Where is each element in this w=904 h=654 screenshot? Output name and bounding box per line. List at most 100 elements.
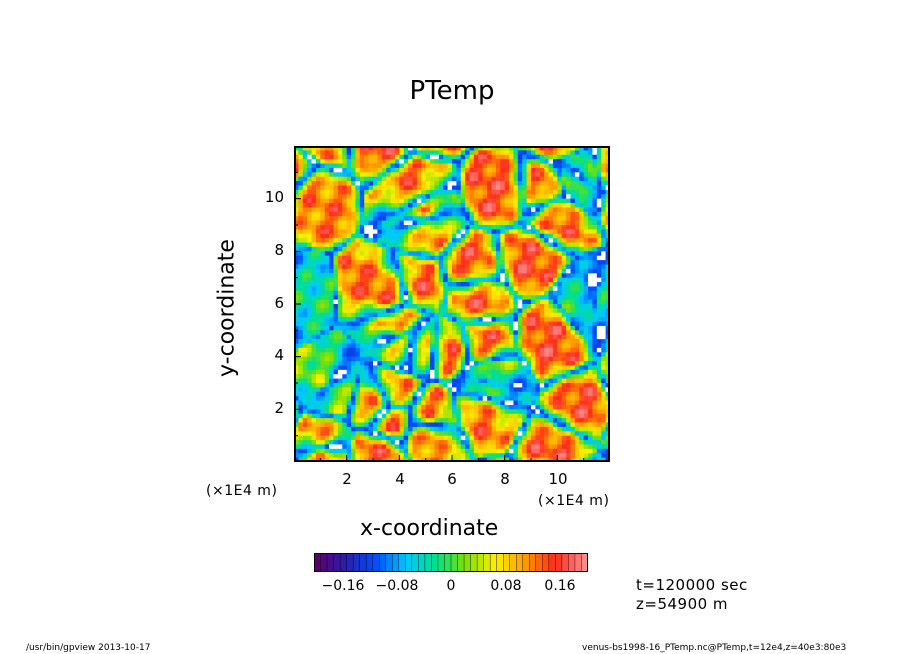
heatmap-cell — [377, 339, 383, 344]
heatmap-cell — [416, 225, 422, 230]
heatmap-cell — [394, 317, 400, 322]
heatmap-cell — [456, 172, 462, 178]
heatmap-cell — [320, 409, 326, 415]
heatmap-cell — [552, 211, 558, 217]
heatmap-cell — [487, 413, 492, 419]
heatmap-cell — [544, 220, 549, 226]
heatmap-cell — [473, 163, 479, 169]
heatmap-cell — [342, 246, 348, 252]
heatmap-cell — [495, 378, 501, 384]
heatmap-cell — [394, 229, 400, 235]
heatmap-cell — [596, 435, 602, 441]
heatmap-cell — [302, 238, 308, 243]
heatmap-cell — [500, 369, 506, 375]
heatmap-cell — [447, 444, 453, 450]
heatmap-cell — [504, 378, 510, 384]
heatmap-cell — [579, 255, 585, 261]
heatmap-cell — [311, 317, 317, 322]
heatmap-cell — [596, 361, 602, 366]
heatmap-cell — [408, 356, 413, 362]
heatmap-cell — [478, 435, 484, 441]
heatmap-cell — [390, 238, 396, 243]
heatmap-cell — [443, 260, 449, 265]
heatmap-cell — [460, 396, 466, 401]
heatmap-cell — [465, 387, 470, 393]
heatmap-cell — [337, 308, 343, 314]
heatmap-cell — [302, 365, 308, 371]
heatmap-cell — [544, 304, 549, 309]
heatmap-cell — [487, 242, 492, 248]
heatmap-cell — [342, 163, 348, 169]
heatmap-cell — [557, 154, 563, 160]
heatmap-cell — [526, 185, 532, 191]
heatmap-cell — [504, 172, 510, 178]
heatmap-cell — [482, 154, 488, 160]
heatmap-cell — [430, 347, 435, 353]
heatmap-cell — [557, 440, 563, 445]
heatmap-cell — [592, 154, 598, 160]
heatmap-cell — [561, 150, 567, 156]
heatmap-cell — [596, 334, 602, 340]
heatmap-cell — [482, 413, 488, 419]
heatmap-cell — [307, 176, 312, 182]
heatmap-cell — [605, 225, 610, 230]
heatmap-cell — [355, 308, 361, 314]
heatmap-cell — [539, 216, 545, 222]
heatmap-cell — [294, 282, 299, 287]
heatmap-cell — [517, 150, 523, 156]
heatmap-cell — [425, 273, 431, 279]
heatmap-cell — [456, 194, 462, 200]
heatmap-cell — [452, 404, 457, 410]
heatmap-cell — [333, 440, 339, 445]
heatmap-cell — [359, 304, 365, 309]
heatmap-cell — [416, 396, 422, 401]
heatmap-cell — [394, 339, 400, 344]
heatmap-cell — [583, 255, 589, 261]
heatmap-cell — [377, 146, 383, 151]
heatmap-cell — [552, 304, 558, 309]
heatmap-cell — [302, 172, 308, 178]
heatmap-cell — [342, 378, 348, 384]
heatmap-cell — [596, 220, 602, 226]
heatmap-cell — [495, 277, 501, 283]
heatmap-cell — [526, 317, 532, 322]
heatmap-cell — [294, 409, 299, 415]
heatmap-cell — [588, 242, 593, 248]
heatmap-cell — [601, 150, 607, 156]
heatmap-cell — [535, 189, 541, 195]
heatmap-cell — [425, 225, 431, 230]
heatmap-cell — [359, 440, 365, 445]
heatmap-cell — [315, 321, 321, 327]
heatmap-cell — [294, 426, 299, 432]
heatmap-cell — [548, 273, 554, 279]
heatmap-cell — [421, 404, 427, 410]
heatmap-cell — [447, 146, 453, 151]
heatmap-cell — [386, 308, 391, 314]
heatmap-cell — [495, 400, 501, 406]
heatmap-cell — [408, 409, 413, 415]
heatmap-cell — [377, 404, 383, 410]
heatmap-cell — [337, 347, 343, 353]
heatmap-cell — [579, 304, 585, 309]
heatmap-cell — [311, 189, 317, 195]
heatmap-cell — [531, 343, 536, 349]
heatmap-cell — [517, 198, 523, 204]
heatmap-cell — [452, 216, 457, 222]
heatmap-cell — [552, 290, 558, 296]
heatmap-cell — [355, 448, 361, 454]
heatmap-cell — [447, 225, 453, 230]
heatmap-cell — [452, 225, 457, 230]
heatmap-cell — [342, 325, 348, 331]
heatmap-cell — [425, 369, 431, 375]
heatmap-cell — [570, 290, 576, 296]
heatmap-cell — [298, 194, 304, 200]
heatmap-cell — [478, 369, 484, 375]
heatmap-cell — [504, 282, 510, 287]
heatmap-cell — [509, 369, 514, 375]
heatmap-cell — [359, 159, 365, 164]
heatmap-cell — [430, 146, 435, 151]
heatmap-cell — [399, 431, 405, 437]
heatmap-cell — [416, 185, 422, 191]
heatmap-cell — [311, 387, 317, 393]
heatmap-cell — [381, 317, 387, 322]
